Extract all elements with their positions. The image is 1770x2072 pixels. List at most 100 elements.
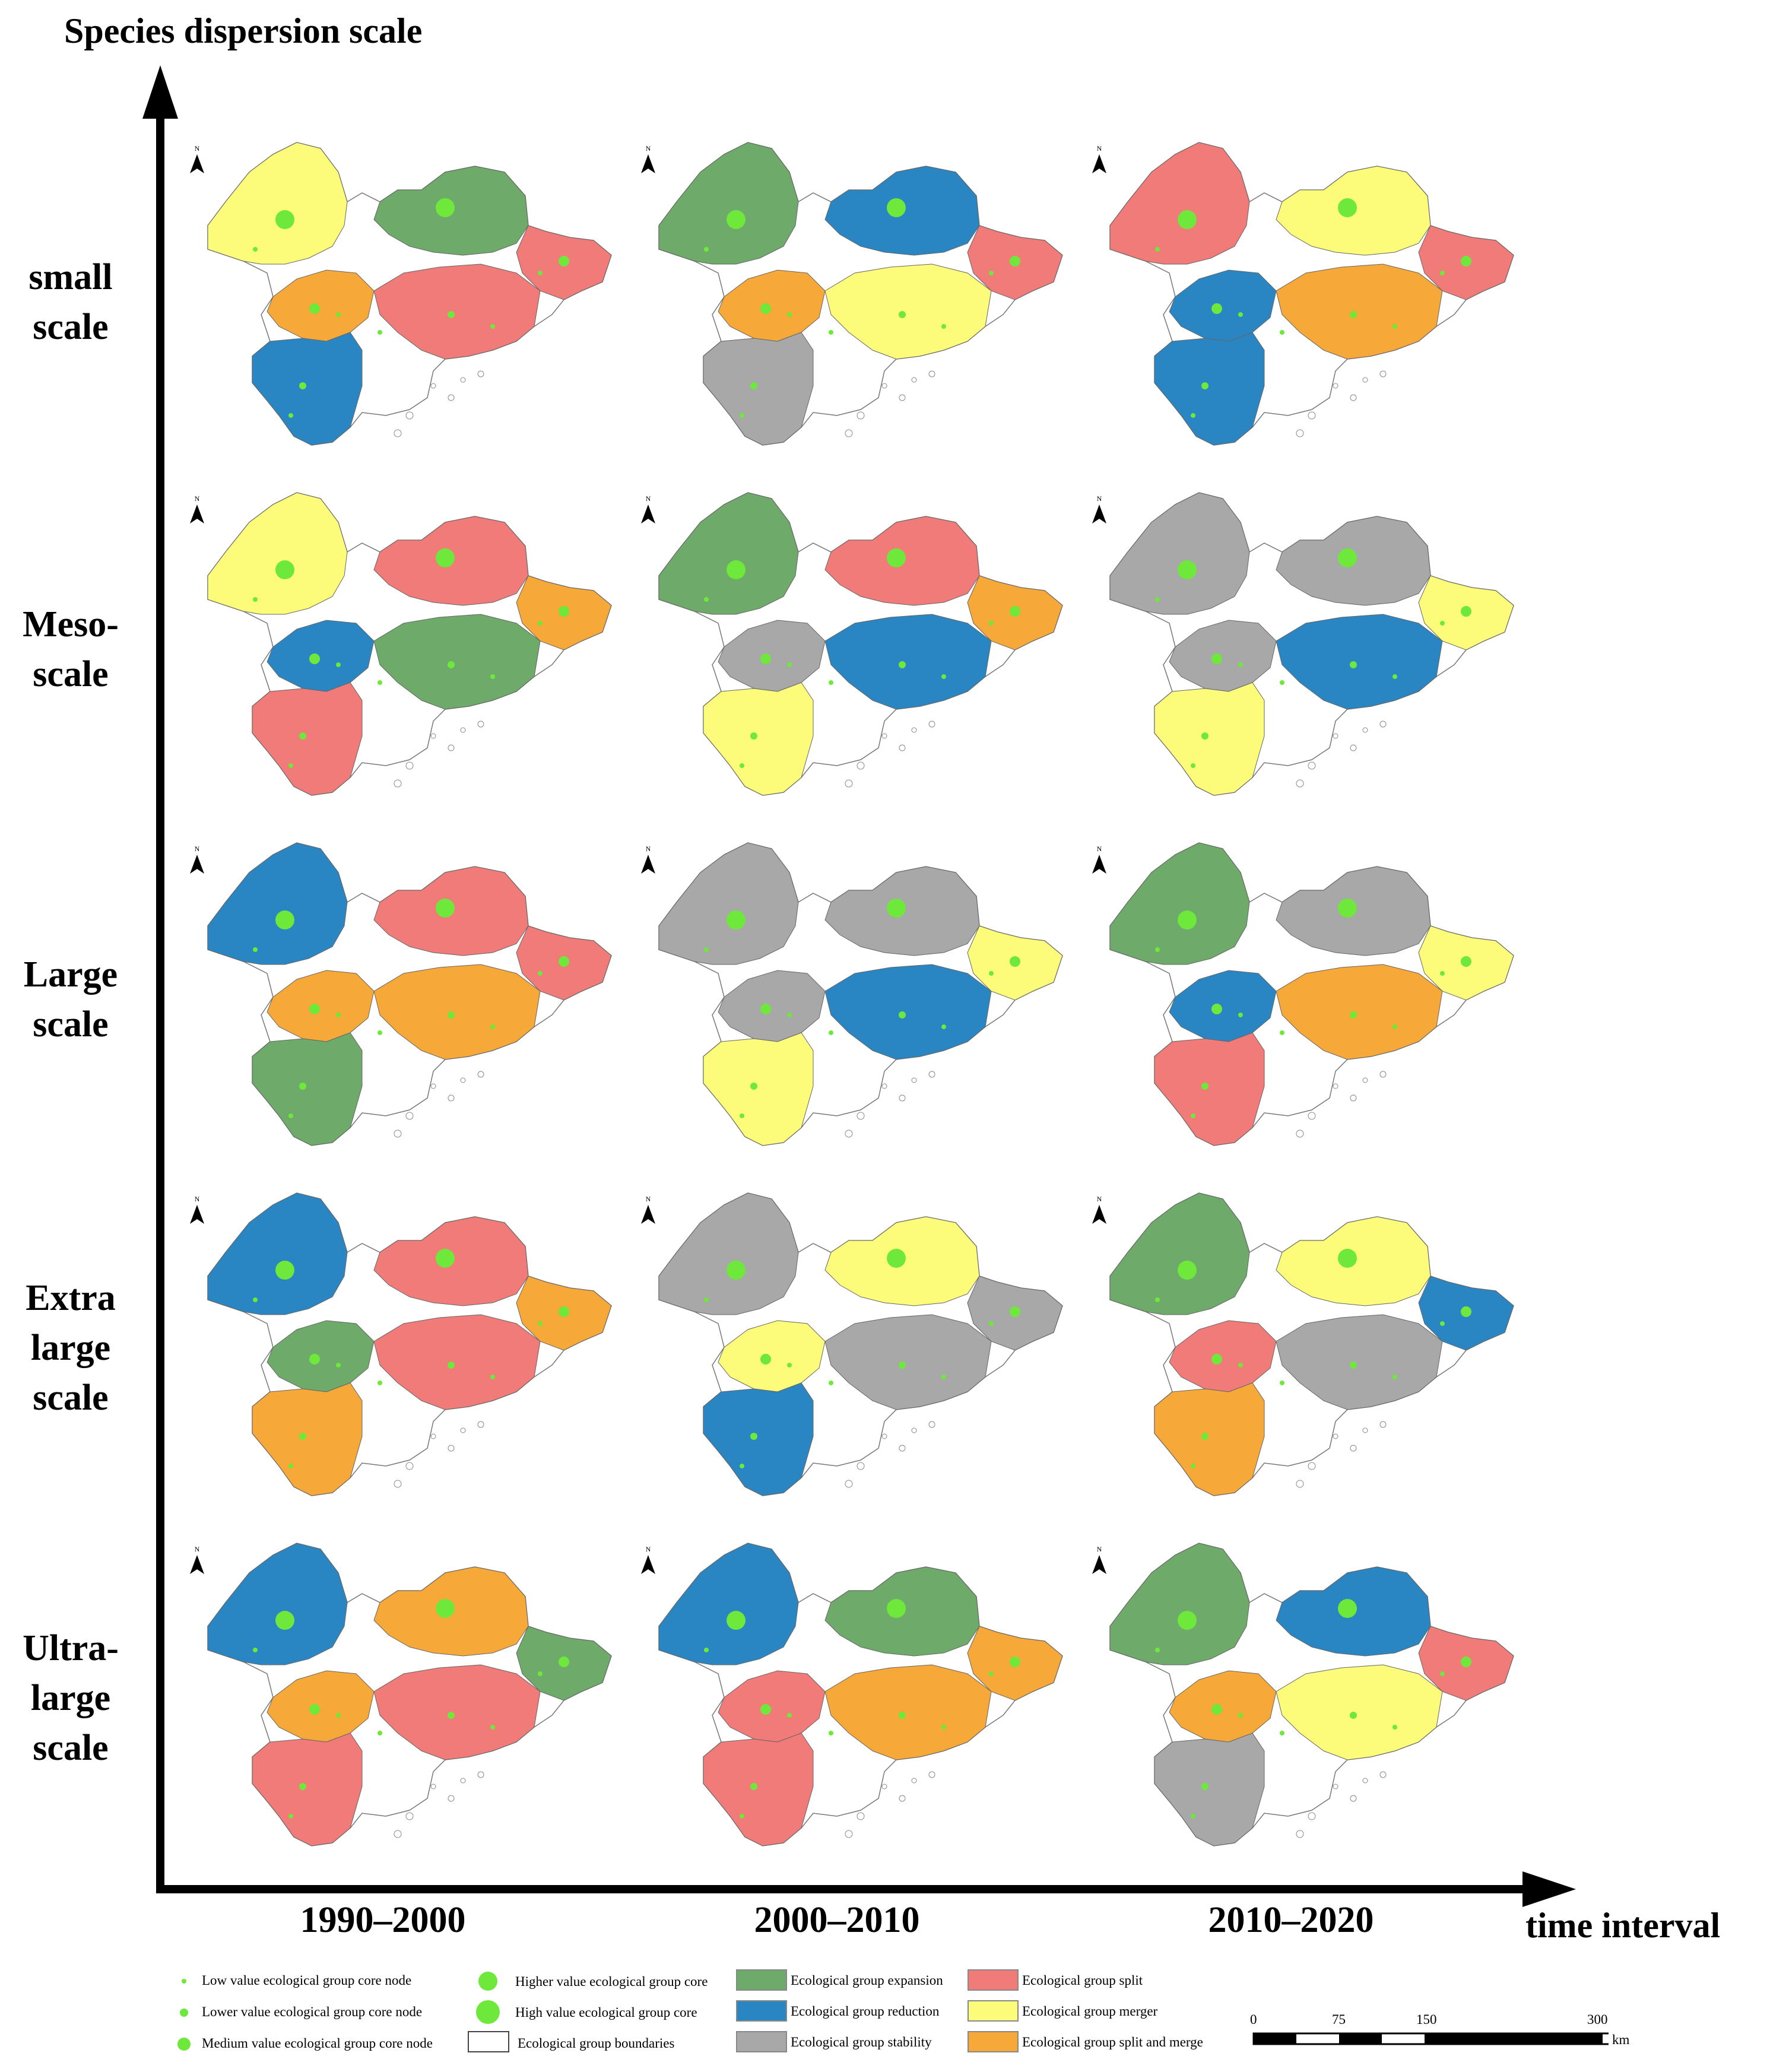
small-node-dot <box>1392 1375 1397 1379</box>
island <box>1333 383 1338 389</box>
small-node-dot <box>1392 1725 1397 1730</box>
ecological-group-split-merge <box>267 269 375 342</box>
small-node-dot <box>336 1713 341 1718</box>
island <box>405 1112 414 1120</box>
core-node-dot <box>436 548 455 567</box>
ecological-group-reduction <box>658 1543 799 1665</box>
island <box>1379 1771 1387 1778</box>
small-node-dot <box>787 1713 792 1718</box>
ecological-group-expansion <box>658 142 799 265</box>
core-node-dot <box>1178 560 1197 579</box>
ecological-group-split-merge <box>824 1664 992 1760</box>
island <box>928 370 935 377</box>
small-node-dot <box>704 1297 709 1302</box>
core-node-dot <box>309 1354 320 1365</box>
small-node-dot <box>829 1030 833 1035</box>
reduction-swatch <box>736 2000 787 2022</box>
core-node-dot <box>1201 1783 1208 1790</box>
north-arrow-icon <box>641 1555 655 1574</box>
island <box>1350 394 1357 401</box>
core-node-dot <box>1461 606 1471 617</box>
island <box>857 1112 865 1120</box>
core-node-dot <box>275 560 294 579</box>
small-node-dot <box>538 271 543 275</box>
island <box>394 1480 402 1488</box>
map-panel-r4-c1: N <box>641 1543 1063 1846</box>
core-node-dot <box>1338 899 1357 918</box>
ecological-group-split <box>703 1733 814 1846</box>
small-node-dot <box>1191 1464 1195 1468</box>
lower-node-dot-icon <box>180 2008 188 2017</box>
north-arrow-icon <box>190 1555 204 1574</box>
small-node-dot <box>1191 763 1195 768</box>
legend-medium-node-label: Medium value ecological group core node <box>202 2036 433 2051</box>
core-node-dot <box>275 210 294 229</box>
ecological-group-reduction <box>703 1382 814 1496</box>
island <box>1333 733 1338 739</box>
core-node-dot <box>887 1249 906 1268</box>
column-label-1990-2000: 1990–2000 <box>300 1900 466 1940</box>
ecological-group-stability <box>1169 620 1277 692</box>
core-node-dot <box>436 198 455 217</box>
small-node-dot <box>989 621 994 626</box>
island <box>1350 1795 1357 1802</box>
small-node-dot <box>989 1321 994 1326</box>
island <box>460 1077 466 1083</box>
split-merge-swatch <box>968 2031 1019 2052</box>
small-node-dot <box>1280 1731 1284 1735</box>
north-label: N <box>646 144 651 153</box>
core-node-dot <box>899 661 906 668</box>
core-node-dot <box>1178 1611 1197 1630</box>
scalebar-tick-0: 0 <box>1250 2012 1257 2027</box>
core-node-dot <box>1201 1433 1208 1440</box>
core-node-dot <box>299 1783 306 1790</box>
core-node-dot <box>899 1362 906 1369</box>
ecological-group-split <box>1154 1032 1265 1146</box>
ecological-group-expansion <box>267 1320 375 1392</box>
small-node-dot <box>1440 621 1445 626</box>
island <box>1362 727 1368 733</box>
island <box>1296 1129 1304 1138</box>
island <box>1362 1077 1368 1083</box>
scalebar-unit: km <box>1612 2032 1630 2047</box>
small-node-dot <box>253 1648 258 1652</box>
x-axis-title: time interval <box>1525 1906 1721 1945</box>
small-node-dot <box>787 1013 792 1017</box>
island <box>394 1129 402 1138</box>
legend-stability-label: Ecological group stability <box>791 2035 932 2049</box>
core-node-dot <box>750 1783 757 1790</box>
map-panel-r2-c2: N <box>1092 842 1514 1146</box>
island <box>460 1427 466 1433</box>
stability-swatch <box>736 2031 787 2052</box>
ecological-group-split-merge <box>1154 1382 1265 1496</box>
small-node-dot <box>941 1725 946 1730</box>
small-node-dot <box>253 1297 258 1302</box>
island <box>1379 1071 1387 1078</box>
island <box>1350 1094 1357 1102</box>
ecological-group-split <box>252 682 363 796</box>
island <box>394 779 402 788</box>
small-node-dot <box>490 674 495 679</box>
island <box>1362 1427 1368 1433</box>
north-arrow-icon <box>1092 1555 1106 1574</box>
island <box>460 377 466 383</box>
core-node-dot <box>1350 311 1357 318</box>
island <box>911 1077 917 1083</box>
ecological-group-reduction <box>824 614 992 710</box>
small-node-dot <box>740 1464 744 1468</box>
north-label: N <box>646 1195 651 1203</box>
core-node-dot <box>1461 956 1471 967</box>
island <box>430 1083 436 1089</box>
core-node-dot <box>1350 1362 1357 1369</box>
north-arrow-icon <box>1092 154 1106 173</box>
ecological-group-reduction <box>207 842 348 965</box>
core-node-dot <box>275 910 294 929</box>
small-node-dot <box>378 330 382 335</box>
y-axis-title: Species dispersion scale <box>64 11 423 50</box>
core-node-dot <box>299 732 306 740</box>
ecological-group-reduction <box>824 964 992 1060</box>
small-node-dot <box>704 247 709 252</box>
core-node-dot <box>309 1004 320 1014</box>
north-label: N <box>646 1545 651 1553</box>
north-label: N <box>1097 845 1102 853</box>
